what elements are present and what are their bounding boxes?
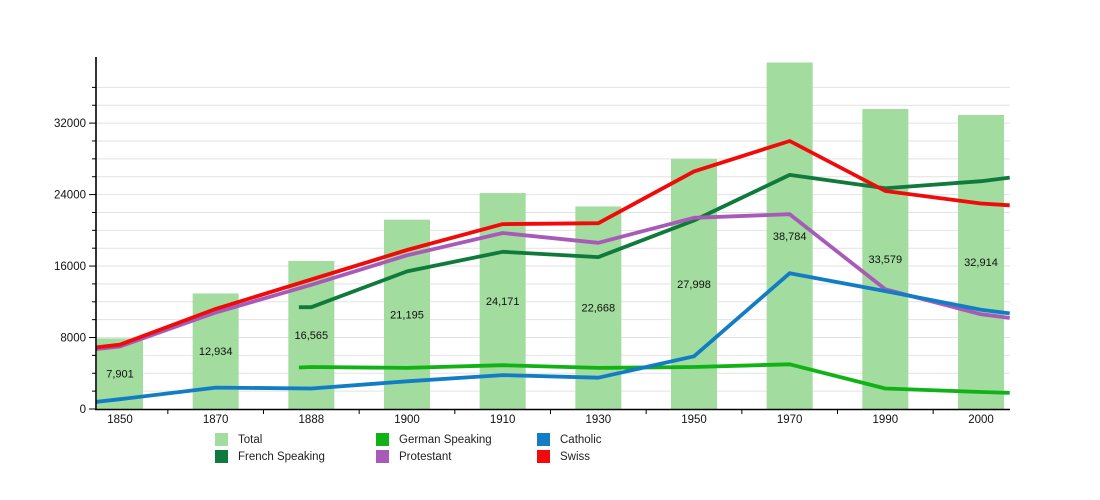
bar-value-label: 33,579 [869,254,903,266]
bar-total [958,114,1004,410]
legend-swatch-icon [215,433,228,446]
legend-swatch-icon [537,433,550,446]
bar-value-label: 32,914 [964,257,998,269]
legend-label: French Speaking [238,450,325,463]
legend-label: German Speaking [399,433,492,446]
x-tick-label: 1850 [107,414,133,426]
x-tick-label: 1910 [490,414,516,426]
bar-total [766,62,813,409]
legend-item-total: Total [215,431,376,448]
bar-value-label: 38,784 [773,231,807,243]
y-tick-label: 16000 [54,261,86,273]
legend-label: Protestant [399,450,452,463]
x-tick-label: 1950 [681,414,707,426]
x-tick-label: 1930 [586,414,612,426]
x-tick-label: 2000 [968,414,994,426]
legend-label: Swiss [560,450,591,463]
x-tick-label: 1888 [299,414,325,426]
y-tick-label: 32000 [54,118,86,130]
bar-total [862,109,909,409]
legend-item-catholic: Catholic [537,431,698,448]
legend-item-german-speaking: German Speaking [376,431,537,448]
bar-value-label: 21,195 [390,309,424,321]
legend-swatch-icon [215,450,228,463]
line-catholic [95,271,1010,404]
legend-item-french-speaking: French Speaking [215,448,376,465]
axes: 0 8000 16000 24000 32000 1850 1870 1888 1900 1910… [54,57,1010,426]
y-tick-label: 0 [80,404,86,416]
legend-swatch-icon [376,433,389,446]
legend-label: Catholic [560,433,602,446]
bar-value-label: 7,901 [106,369,134,381]
chart-legend: Total French Speaking German Speaking Prote… [215,431,698,465]
bar-value-label: 16,565 [295,330,329,342]
bar-value-label: 12,934 [199,346,233,358]
x-tick-label: 1900 [394,414,420,426]
legend-item-swiss: Swiss [537,448,698,465]
bar-value-label: 24,171 [486,296,520,308]
bar-value-label: 22,668 [582,303,616,315]
legend-label: Total [238,433,263,446]
line-swiss [95,139,1010,350]
legend-item-protestant: Protestant [376,448,537,465]
bar-value-labels: 7,901 12,934 16,565 21,195 24,171 22,668 27,99… [106,231,998,381]
line-french-speaking [298,172,1010,310]
y-tick-label: 8000 [60,333,86,345]
bar-series-total [97,62,1004,410]
x-tick-label: 1970 [777,414,803,426]
legend-swatch-icon [537,450,550,463]
x-tick-label: 1870 [203,414,229,426]
y-tick-label: 24000 [54,190,86,202]
x-tick-label: 1990 [873,414,899,426]
legend-swatch-icon [376,450,389,463]
bar-value-label: 27,998 [677,279,711,291]
